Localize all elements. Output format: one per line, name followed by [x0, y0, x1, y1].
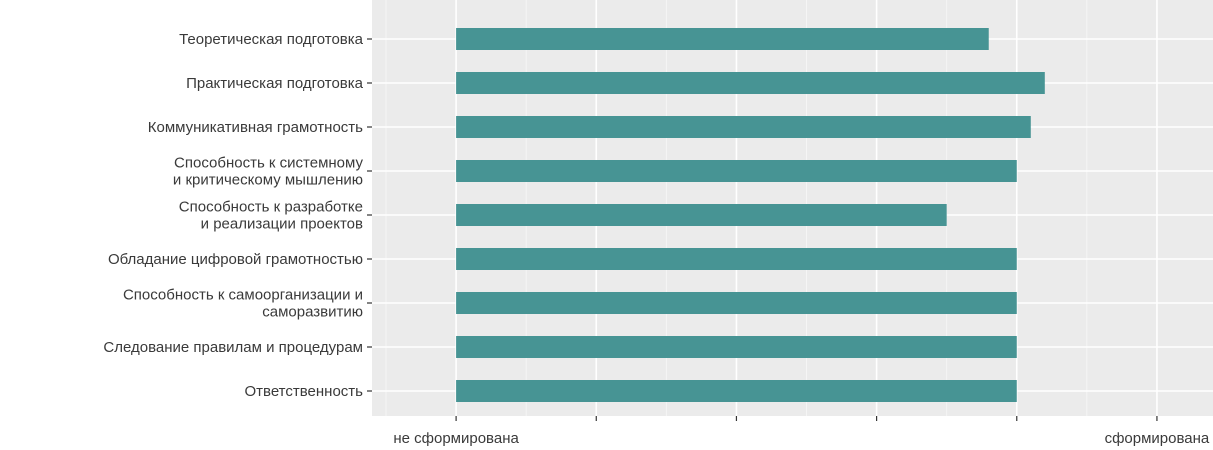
bar	[456, 28, 989, 50]
y-tick-label: Способность к самоорганизации и саморазви…	[123, 287, 363, 321]
bar	[456, 116, 1031, 138]
bar	[456, 204, 947, 226]
y-tick-label: Практическая подготовка	[186, 75, 364, 92]
x-tick-label: не сформирована	[393, 430, 519, 447]
y-axis: Теоретическая подготовка Практическая под…	[103, 31, 372, 400]
x-tick-label: сформирована	[1105, 430, 1210, 447]
bar	[456, 248, 1017, 270]
y-tick-label: Следование правилам и процедурам	[103, 339, 363, 356]
y-tick-label: Теоретическая подготовка	[179, 31, 364, 48]
y-tick-label: Способность к разработке и реализации про…	[179, 199, 363, 233]
bar	[456, 380, 1017, 402]
y-tick-label: Коммуникативная грамотность	[148, 119, 363, 136]
bar	[456, 160, 1017, 182]
bar	[456, 292, 1017, 314]
bar	[456, 336, 1017, 358]
y-tick-label: Обладание цифровой грамотностью	[108, 251, 363, 268]
y-tick-label: Способность к системному и критическому м…	[173, 155, 364, 189]
y-tick-label: Ответственность	[245, 383, 364, 400]
x-axis: не сформирована сформирована	[393, 416, 1210, 447]
bar	[456, 72, 1045, 94]
